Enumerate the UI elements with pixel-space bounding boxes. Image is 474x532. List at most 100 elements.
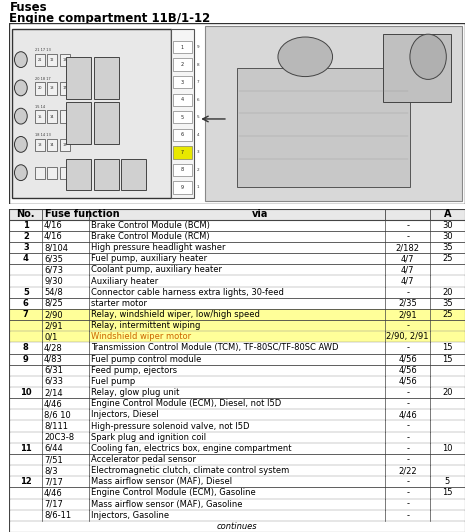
Text: -: - [406,455,409,464]
Text: 5: 5 [23,288,29,297]
Text: 4/7: 4/7 [401,265,414,275]
Text: -: - [406,477,409,486]
Bar [173,129,192,141]
Circle shape [15,137,27,152]
Bar [35,82,45,95]
Text: Fuel pump: Fuel pump [91,377,135,386]
Text: 6/73: 6/73 [44,265,63,275]
Text: 20: 20 [37,86,42,90]
Text: 9/30: 9/30 [44,277,63,286]
Text: No.: No. [17,209,35,219]
Text: -: - [406,511,409,520]
Text: 4/83: 4/83 [44,355,63,363]
Text: 2/182: 2/182 [396,243,419,252]
Text: Feed pump, ejectors: Feed pump, ejectors [91,366,177,375]
Text: 6: 6 [23,299,29,308]
Text: 25: 25 [442,254,453,263]
Circle shape [410,34,447,79]
Bar [9,309,465,320]
Text: 9: 9 [23,355,29,363]
Bar [94,102,118,144]
Text: 25: 25 [442,310,453,319]
Text: 6: 6 [181,132,184,137]
Text: 9: 9 [181,185,184,190]
Text: -: - [406,444,409,453]
Bar [94,57,118,99]
Bar [9,521,465,532]
Text: 6/44: 6/44 [44,444,63,453]
Text: 1: 1 [197,185,200,189]
Text: 11: 11 [20,444,32,453]
Text: 8: 8 [181,168,184,172]
Bar [173,59,192,71]
Text: 4/46: 4/46 [44,488,63,497]
Bar [171,29,194,198]
Circle shape [15,80,27,96]
Bar [9,209,465,220]
Bar [60,111,70,123]
Text: 2/14: 2/14 [44,388,63,397]
Text: 15 14: 15 14 [35,105,45,109]
Text: 21 17 13: 21 17 13 [35,48,50,52]
Text: 9: 9 [197,45,200,49]
Text: -: - [406,321,409,330]
Text: 7: 7 [23,310,29,319]
Text: High pressure headlight washer: High pressure headlight washer [91,243,226,252]
Bar [94,159,118,189]
Circle shape [15,165,27,180]
Text: 3: 3 [197,151,200,154]
Circle shape [15,52,27,68]
Text: 10: 10 [442,444,453,453]
Text: 2/90: 2/90 [44,310,63,319]
Text: Mass airflow sensor (MAF), Diesel: Mass airflow sensor (MAF), Diesel [91,477,232,486]
Text: 12: 12 [50,58,55,62]
Text: 18: 18 [50,86,55,90]
Text: Coolant pump, auxiliary heater: Coolant pump, auxiliary heater [91,265,222,275]
Text: 5: 5 [197,115,200,119]
Text: 4: 4 [181,97,184,102]
Bar [47,82,57,95]
Text: -: - [406,399,409,408]
Bar [66,102,91,144]
Text: 20 18 17: 20 18 17 [35,77,50,80]
Text: 7: 7 [197,80,200,84]
Text: 3: 3 [23,243,29,252]
Bar [66,159,91,189]
Text: Brake Control Module (BCM): Brake Control Module (BCM) [91,221,210,230]
Bar [205,26,462,201]
Text: 2/22: 2/22 [398,466,417,475]
Text: 4/7: 4/7 [401,277,414,286]
Bar [173,94,192,106]
Bar [35,54,45,66]
Bar [9,320,465,331]
Text: 4/56: 4/56 [398,355,417,363]
Text: 18 14 13: 18 14 13 [35,133,50,137]
Text: 20: 20 [442,388,453,397]
Text: 1: 1 [23,221,29,230]
Text: 7/51: 7/51 [44,455,63,464]
Text: 17: 17 [63,86,67,90]
Text: -: - [406,488,409,497]
Text: 2/35: 2/35 [398,299,417,308]
Text: 8/111: 8/111 [44,421,68,430]
Text: 35: 35 [442,243,453,252]
Text: Spark plug and ignition coil: Spark plug and ignition coil [91,433,206,442]
Bar [60,139,70,151]
Bar [121,159,146,189]
Bar [237,68,410,187]
Text: 4/46: 4/46 [398,410,417,419]
Text: 15: 15 [442,488,453,497]
Bar [173,181,192,194]
Text: 1: 1 [181,45,184,49]
Bar [66,57,91,99]
Text: Fuse function: Fuse function [45,209,119,219]
Text: -: - [406,388,409,397]
Text: Relay, glow plug unit: Relay, glow plug unit [91,388,179,397]
Bar [383,34,451,102]
Circle shape [15,108,27,124]
Text: continues: continues [217,522,257,531]
Text: 2: 2 [181,62,184,67]
Text: Windshield wiper motor: Windshield wiper motor [91,332,191,342]
Text: 8/25: 8/25 [44,299,63,308]
Text: Engine Control Module (ECM), Gasoline: Engine Control Module (ECM), Gasoline [91,488,255,497]
